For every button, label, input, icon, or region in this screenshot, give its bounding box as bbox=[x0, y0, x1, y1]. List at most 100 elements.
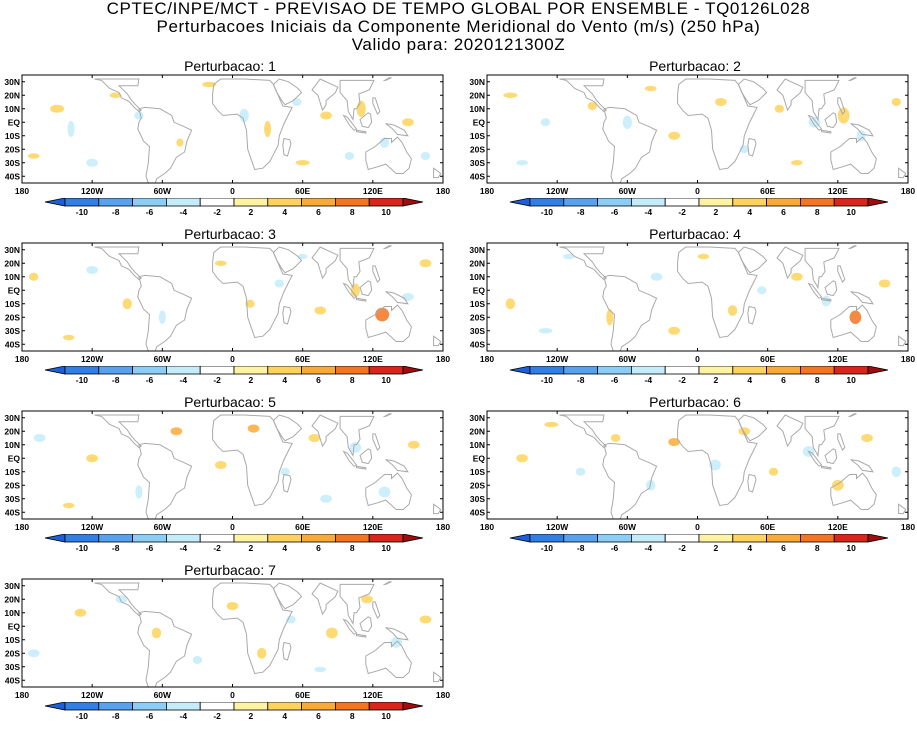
lat-label: 20S bbox=[470, 144, 485, 154]
coastline bbox=[382, 245, 392, 249]
colorbar-label: 6 bbox=[781, 207, 786, 217]
colorbar-label: -10 bbox=[541, 207, 554, 217]
lat-label: 30S bbox=[470, 158, 485, 168]
lat-label: EQ bbox=[473, 453, 486, 463]
lon-label: 120E bbox=[828, 522, 848, 532]
colorbar-label: 8 bbox=[350, 375, 355, 385]
lon-label: 180 bbox=[901, 186, 915, 196]
colorbar-segment bbox=[630, 198, 666, 207]
panel-perturbacao-2: Perturbacao: 2 30N 20N 10N EQ 10S 20S 30S 40S 180… bbox=[465, 58, 917, 226]
coastline bbox=[559, 414, 608, 449]
coastline bbox=[339, 583, 375, 626]
lat-label: 40S bbox=[5, 675, 20, 685]
perturbation-patch bbox=[791, 160, 803, 166]
perturbation-patch bbox=[774, 104, 785, 113]
lat-label: 20S bbox=[5, 648, 20, 658]
colorbar-label: 2 bbox=[714, 543, 719, 553]
lon-label: 180 bbox=[15, 690, 29, 700]
perturbation-patch bbox=[86, 265, 99, 275]
coastline bbox=[359, 112, 373, 129]
colorbar-segment bbox=[233, 366, 269, 375]
perturbation-patch bbox=[349, 442, 362, 453]
coastline bbox=[339, 415, 375, 458]
lat-label: 10N bbox=[4, 104, 20, 114]
perturbation-patch bbox=[170, 427, 183, 436]
coastline bbox=[212, 246, 293, 339]
perturbation-patch bbox=[202, 81, 217, 88]
colorbar-label: 8 bbox=[815, 543, 820, 553]
lat-label: 10S bbox=[5, 131, 20, 141]
perturbation-patch bbox=[67, 120, 75, 138]
coastline bbox=[830, 472, 877, 510]
perturbation-patch bbox=[540, 118, 551, 127]
coastline bbox=[272, 78, 303, 106]
lat-label: 10N bbox=[4, 608, 20, 618]
coastline bbox=[850, 123, 874, 137]
colorbar-label: 8 bbox=[350, 543, 355, 553]
lon-label: 0 bbox=[230, 186, 235, 196]
perturbation-patch bbox=[176, 138, 184, 147]
colorbar-label: -2 bbox=[213, 207, 221, 217]
lat-label: 20S bbox=[470, 480, 485, 490]
lat-label: 10N bbox=[4, 272, 20, 282]
perturbation-patch bbox=[544, 421, 559, 428]
map-plot: 30N 20N 10N EQ 10S 20S 30S 40S 180 120W 60W 0 60E 120… bbox=[469, 242, 915, 364]
colorbar-label: -10 bbox=[76, 207, 89, 217]
lon-label: 60W bbox=[619, 354, 637, 364]
lat-label: 30S bbox=[470, 326, 485, 336]
lat-label: 10S bbox=[5, 467, 20, 477]
colorbar-segment bbox=[64, 366, 100, 375]
perturbation-patch bbox=[214, 260, 227, 266]
map-plot: 30N 20N 10N EQ 10S 20S 30S 40S 180 120W 60W 0 60E 120… bbox=[4, 74, 450, 196]
colorbar-segment bbox=[799, 534, 835, 543]
colorbar-label: 10 bbox=[846, 543, 856, 553]
perturbation-patch bbox=[375, 307, 390, 322]
lat-label: 20S bbox=[5, 480, 20, 490]
lon-label: 60E bbox=[760, 354, 775, 364]
colorbar-label: 4 bbox=[282, 711, 287, 721]
colorbar-segment bbox=[199, 702, 235, 711]
coastline bbox=[737, 414, 768, 442]
coastline bbox=[372, 97, 381, 116]
colorbar-segment bbox=[664, 198, 700, 207]
coastline bbox=[837, 265, 846, 284]
perturbation-patch bbox=[646, 479, 656, 491]
lon-label: 180 bbox=[436, 522, 450, 532]
lat-label: 10S bbox=[470, 299, 485, 309]
colorbar-segment bbox=[132, 534, 167, 543]
perturbation-patch bbox=[356, 100, 366, 117]
coastline bbox=[747, 137, 757, 157]
coastline bbox=[602, 274, 658, 351]
coastline bbox=[272, 414, 303, 442]
perturbation-patch bbox=[74, 608, 87, 617]
lon-label: 0 bbox=[230, 354, 235, 364]
coastline bbox=[311, 246, 339, 280]
colorbar-segment bbox=[766, 534, 801, 543]
colorbar-segment bbox=[664, 534, 700, 543]
coastline bbox=[382, 581, 392, 585]
coastline bbox=[137, 442, 193, 519]
perturbation-patch bbox=[668, 438, 680, 447]
perturbation-patch bbox=[644, 85, 657, 92]
coastline bbox=[212, 414, 293, 507]
perturbation-patch bbox=[837, 107, 850, 124]
map-frame bbox=[21, 410, 444, 520]
coastline bbox=[282, 641, 292, 661]
colorbar-label: 10 bbox=[381, 711, 391, 721]
coastline bbox=[821, 129, 832, 134]
colorbar-segment bbox=[630, 366, 666, 375]
lon-label: 120W bbox=[81, 186, 104, 196]
coastline bbox=[602, 106, 658, 183]
colorbar-segment bbox=[64, 198, 100, 207]
colorbar-segment bbox=[732, 198, 767, 207]
lon-label: 0 bbox=[230, 522, 235, 532]
coastline bbox=[433, 335, 442, 347]
lon-label: 180 bbox=[15, 186, 29, 196]
colorbar-label: -10 bbox=[76, 543, 89, 553]
colorbar-segment bbox=[529, 366, 565, 375]
coastline bbox=[737, 78, 768, 106]
lat-label: 20N bbox=[4, 426, 20, 436]
colorbar: -10 -8 -6 -4 -2 2 4 6 8 10 bbox=[44, 534, 424, 553]
colorbar-label: -6 bbox=[611, 543, 619, 553]
colorbar-label: 4 bbox=[747, 543, 752, 553]
